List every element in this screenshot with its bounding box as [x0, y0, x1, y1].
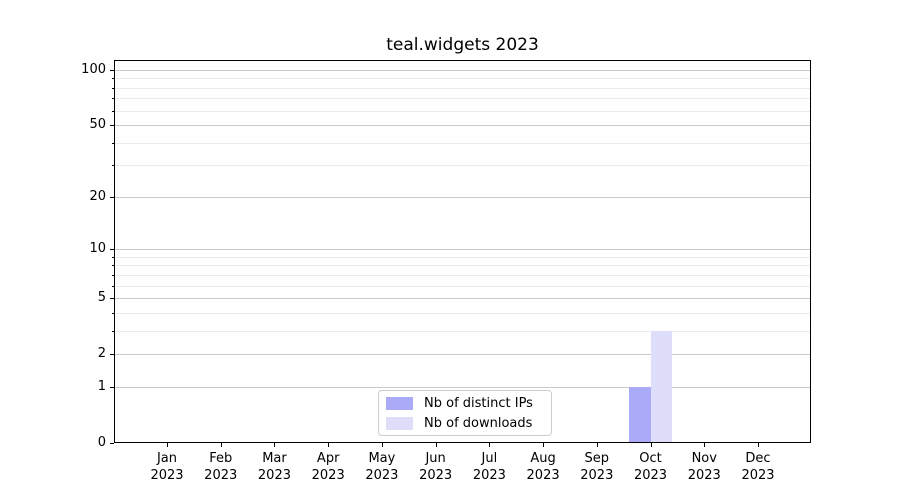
y-tick-label: 1 — [97, 378, 106, 394]
x-tick-label: Mar 2023 — [257, 451, 291, 483]
y-tick-mark — [110, 443, 114, 444]
minor-gridline — [115, 285, 810, 287]
bar-downloads — [650, 330, 673, 442]
x-tick-mark — [543, 443, 545, 447]
x-tick-mark — [758, 443, 759, 447]
y-minor-tick-mark — [112, 274, 114, 276]
x-tick-mark — [704, 443, 706, 447]
major-gridline — [115, 69, 810, 71]
minor-gridline — [115, 256, 810, 258]
y-tick-mark — [110, 125, 114, 127]
y-minor-tick-mark — [112, 312, 114, 314]
y-minor-tick-mark — [112, 142, 114, 144]
minor-gridline — [115, 330, 810, 332]
x-tick-mark — [274, 443, 276, 447]
y-tick-label: 10 — [89, 241, 106, 257]
y-minor-tick-mark — [112, 87, 114, 89]
minor-gridline — [115, 87, 810, 89]
y-minor-tick-mark — [112, 330, 114, 332]
minor-gridline — [115, 265, 810, 267]
y-tick-label: 0 — [97, 435, 106, 450]
x-tick-mark — [167, 443, 168, 447]
major-gridline — [115, 125, 810, 127]
chart-title: teal.widgets 2023 — [386, 35, 539, 55]
bar-distinct-ips — [629, 386, 651, 442]
y-tick-mark — [110, 196, 114, 198]
x-tick-mark — [596, 443, 598, 447]
y-tick-label: 100 — [81, 61, 106, 77]
y-tick-label: 50 — [89, 117, 106, 133]
y-minor-tick-mark — [112, 98, 114, 100]
minor-gridline — [115, 78, 810, 80]
x-tick-mark — [328, 443, 330, 447]
y-tick-label: 2 — [97, 346, 106, 362]
y-minor-tick-mark — [112, 285, 114, 287]
major-gridline — [115, 196, 810, 198]
x-tick-label: Apr 2023 — [311, 451, 345, 483]
legend-swatch — [386, 396, 413, 410]
y-tick-mark — [110, 386, 114, 388]
minor-gridline — [115, 142, 810, 144]
x-tick-mark — [435, 443, 437, 447]
x-tick-mark — [650, 443, 652, 447]
legend-label: Nb of distinct IPs — [424, 395, 533, 411]
x-tick-label: Oct 2023 — [633, 451, 668, 483]
minor-gridline — [115, 110, 810, 112]
minor-gridline — [115, 274, 810, 276]
x-tick-label: Aug 2023 — [526, 451, 560, 483]
minor-gridline — [115, 312, 810, 314]
plot-area — [114, 60, 811, 443]
major-gridline — [115, 298, 810, 300]
x-tick-label: Sep 2023 — [580, 451, 614, 483]
minor-gridline — [115, 98, 810, 100]
major-gridline — [115, 386, 810, 388]
y-minor-tick-mark — [112, 256, 114, 258]
legend-row: Nb of distinct IPs — [386, 395, 543, 412]
y-minor-tick-mark — [112, 78, 114, 80]
y-minor-tick-mark — [112, 110, 114, 112]
x-tick-label: Dec 2023 — [741, 451, 775, 483]
x-tick-mark — [381, 443, 383, 447]
legend-row: Nb of downloads — [386, 415, 543, 432]
x-tick-label: May 2023 — [365, 451, 399, 483]
y-tick-mark — [110, 249, 114, 251]
y-minor-tick-mark — [112, 265, 114, 267]
y-tick-mark — [110, 354, 114, 356]
y-tick-mark — [110, 298, 114, 300]
x-tick-label: Jul 2023 — [472, 451, 506, 483]
x-tick-label: Feb 2023 — [204, 451, 238, 483]
x-tick-mark — [220, 443, 222, 447]
y-tick-label: 20 — [89, 188, 106, 204]
major-gridline — [115, 249, 810, 251]
legend-swatch — [386, 416, 413, 430]
y-minor-tick-mark — [112, 165, 114, 167]
minor-gridline — [115, 165, 810, 167]
x-tick-mark — [489, 443, 491, 447]
x-tick-label: Nov 2023 — [687, 451, 721, 483]
legend: Nb of distinct IPs Nb of downloads — [378, 390, 552, 436]
x-tick-label: Jan 2023 — [150, 451, 184, 483]
major-gridline — [115, 354, 810, 356]
x-tick-label: Jun 2023 — [419, 451, 453, 483]
legend-label: Nb of downloads — [424, 415, 533, 431]
y-tick-label: 5 — [97, 290, 106, 306]
y-tick-mark — [110, 69, 114, 71]
